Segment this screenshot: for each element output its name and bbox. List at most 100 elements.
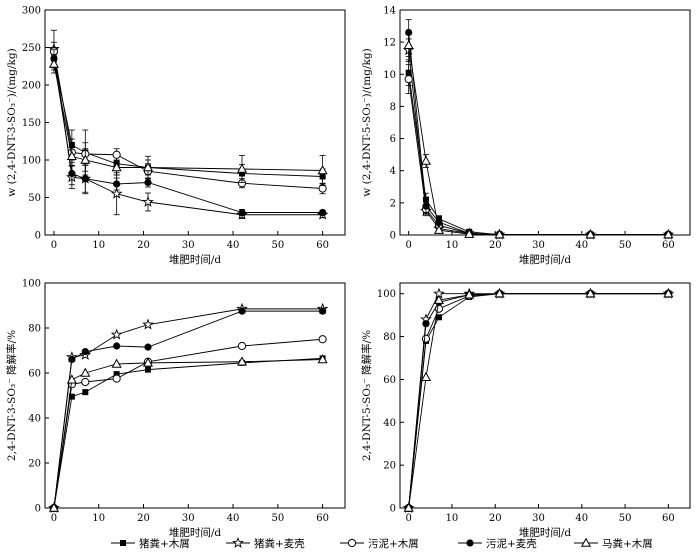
series-star xyxy=(48,302,329,513)
y-tick-label: 0 xyxy=(390,231,396,242)
data-point xyxy=(433,294,445,304)
data-point xyxy=(68,355,76,364)
y-tick-label: 8 xyxy=(390,102,396,113)
y-tick-label: 0 xyxy=(35,504,41,515)
series-square xyxy=(405,59,672,238)
y-tick-label: 20 xyxy=(28,459,41,470)
x-tick-label: 40 xyxy=(227,240,240,251)
x-tick-label: 10 xyxy=(446,240,459,251)
legend-marker xyxy=(580,537,592,547)
data-point xyxy=(237,341,247,351)
legend-marker xyxy=(347,538,357,548)
series-star xyxy=(402,287,675,513)
legend-marker xyxy=(466,539,474,547)
plot-frame xyxy=(44,282,346,509)
data-point xyxy=(144,366,151,373)
data-point xyxy=(113,180,121,188)
data-point xyxy=(80,154,91,164)
y-tick-label: 40 xyxy=(383,418,396,429)
legend-label: 污泥+麦壳 xyxy=(486,537,537,550)
legend-label: 马粪+木屑 xyxy=(602,537,653,550)
series-circle-filled xyxy=(405,290,672,512)
series-line xyxy=(53,48,323,216)
series-line xyxy=(408,50,669,236)
series-circle-open xyxy=(404,64,673,239)
data-point xyxy=(68,393,75,400)
x-tick-label: 30 xyxy=(532,513,545,524)
y-axis-label: w (2,4-DNT-5-SO₃⁻)/(mg/kg) xyxy=(361,48,373,196)
series-line xyxy=(408,293,669,509)
x-axis-label: 堆肥时间/d xyxy=(169,526,222,539)
x-axis-label: 堆肥时间/d xyxy=(519,526,572,539)
data-point xyxy=(420,155,432,165)
series-triangle xyxy=(403,288,674,512)
x-tick-label: 50 xyxy=(619,513,632,524)
legend-label: 污泥+木屑 xyxy=(368,537,419,550)
x-tick-label: 30 xyxy=(182,240,195,251)
legend-label: 猪粪+木屑 xyxy=(139,537,190,550)
series-line xyxy=(408,72,669,236)
x-axis-label: 堆肥时间/d xyxy=(519,253,572,266)
series-circle-filled xyxy=(50,307,327,512)
data-point xyxy=(144,343,152,351)
data-point xyxy=(144,178,152,187)
series-line xyxy=(408,79,669,236)
x-tick-label: 50 xyxy=(271,513,284,524)
series-triangle xyxy=(48,354,328,512)
series-line xyxy=(408,293,669,509)
x-tick-label: 0 xyxy=(405,513,411,524)
data-point xyxy=(142,357,154,367)
data-point xyxy=(422,202,430,210)
plot-frame xyxy=(399,9,691,236)
y-tick-label: 40 xyxy=(28,414,41,425)
series-line xyxy=(53,310,323,509)
data-point xyxy=(317,165,328,175)
x-tick-label: 40 xyxy=(575,513,588,524)
data-point xyxy=(110,187,123,199)
x-tick-label: 10 xyxy=(92,513,105,524)
legend-label: 猪粪+麦壳 xyxy=(254,537,305,550)
y-axis-label: w (2,4-DNT-3-SO₃⁻)/(mg/kg) xyxy=(6,48,18,196)
data-point xyxy=(142,195,154,207)
y-tick-label: 150 xyxy=(22,118,41,129)
legend-item: 污泥+麦壳 xyxy=(458,537,537,550)
y-tick-label: 0 xyxy=(390,504,396,515)
y-tick-label: 250 xyxy=(22,43,41,54)
y-tick-label: 100 xyxy=(22,156,41,167)
data-point xyxy=(112,150,121,159)
y-tick-label: 200 xyxy=(22,81,41,92)
x-tick-label: 50 xyxy=(271,240,284,251)
data-point xyxy=(318,184,327,193)
x-tick-label: 20 xyxy=(489,513,502,524)
data-point xyxy=(113,371,120,378)
data-point xyxy=(319,307,327,315)
x-tick-label: 20 xyxy=(137,513,150,524)
series-line xyxy=(408,293,669,509)
data-point xyxy=(238,307,246,315)
chart-5so3-degradation: 0 10 20 30 40 50 60 0 20 40 60 80 100 堆肥时间/d 2,4-DNT-5… xyxy=(360,282,691,539)
data-point xyxy=(82,389,89,396)
legend-marker xyxy=(120,540,126,546)
x-tick-label: 0 xyxy=(51,240,57,251)
legend: 猪粪+木屑 猪粪+麦壳 污泥+木屑 污泥+麦壳 马粪+木屑 xyxy=(111,536,653,550)
data-point xyxy=(435,314,442,321)
plot-frame xyxy=(399,282,691,509)
x-tick-label: 0 xyxy=(405,240,411,251)
x-axis-label: 堆肥时间/d xyxy=(169,253,222,266)
y-tick-label: 2 xyxy=(390,198,396,209)
series-line xyxy=(53,58,323,177)
data-point xyxy=(238,208,246,217)
data-point xyxy=(585,229,596,239)
x-tick-label: 10 xyxy=(446,513,459,524)
legend-item: 马粪+木屑 xyxy=(574,537,653,550)
x-tick-label: 60 xyxy=(316,240,329,251)
y-tick-label: 60 xyxy=(383,375,396,386)
x-tick-label: 60 xyxy=(662,240,675,251)
x-tick-label: 10 xyxy=(92,240,105,251)
data-point xyxy=(48,502,60,512)
series-line xyxy=(53,58,323,213)
series-line xyxy=(53,338,323,509)
y-tick-label: 6 xyxy=(390,134,396,145)
x-tick-label: 20 xyxy=(489,240,502,251)
